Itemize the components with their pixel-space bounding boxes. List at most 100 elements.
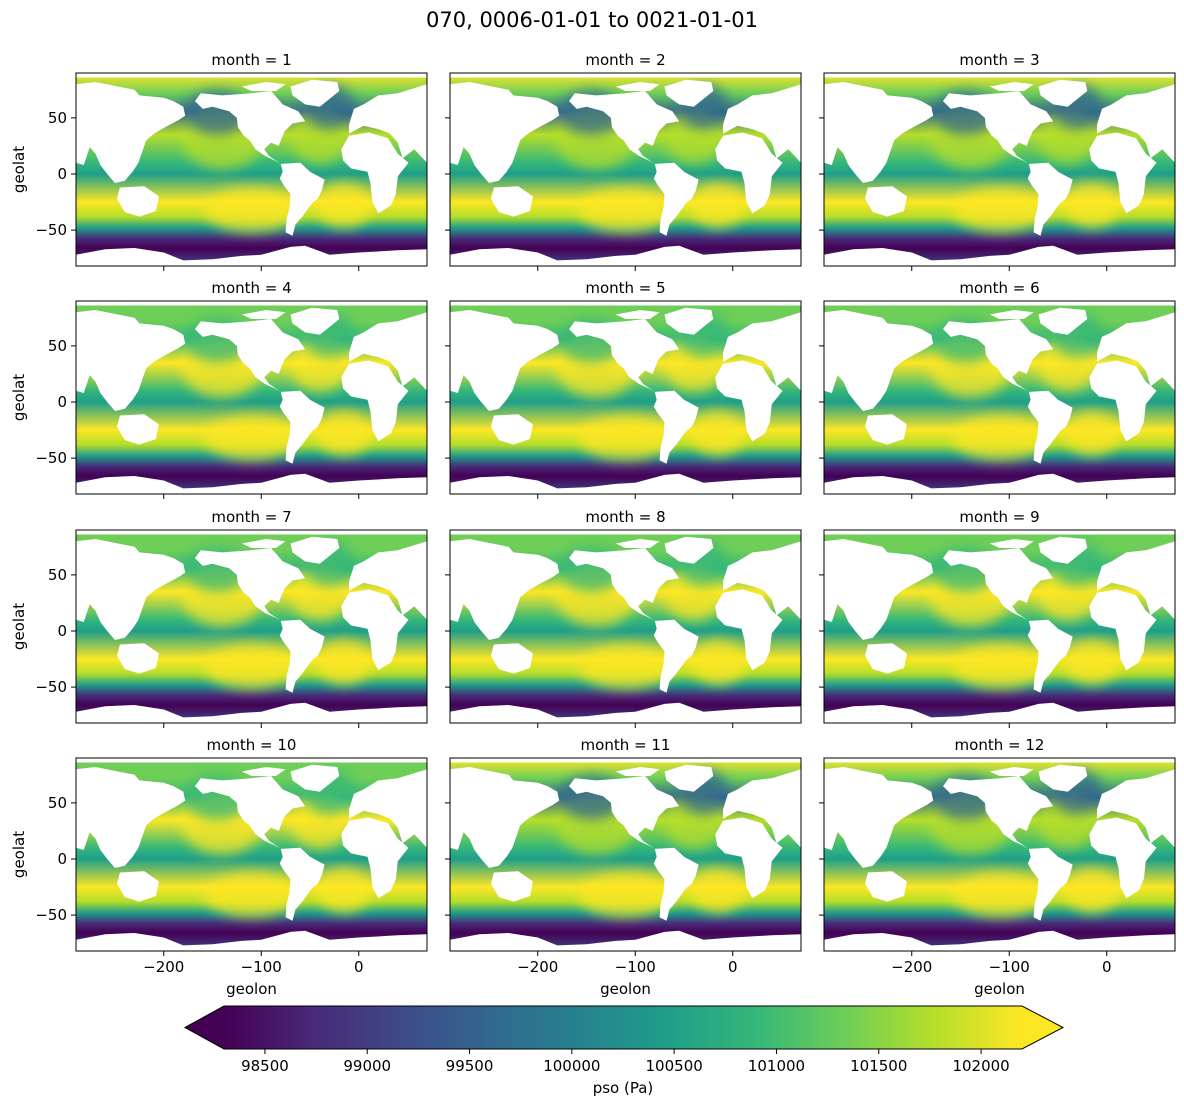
x-tick-label: −100 xyxy=(989,958,1030,976)
land-greenland xyxy=(290,307,340,335)
panel-frame xyxy=(449,72,802,267)
panel-title: month = 2 xyxy=(585,51,665,69)
land-samerica xyxy=(279,390,325,464)
land-greenland xyxy=(290,536,340,564)
x-tick-label: 0 xyxy=(1102,958,1112,976)
land-antarctica xyxy=(450,245,801,266)
land-namerica xyxy=(194,319,306,392)
pressure-cell xyxy=(204,187,299,233)
pressure-field xyxy=(824,758,1175,951)
figure-title: 070, 0006-01-01 to 0021-01-01 xyxy=(426,8,758,32)
land-eurasia xyxy=(450,767,560,868)
pressure-cell xyxy=(316,411,372,456)
land-africa xyxy=(715,132,783,214)
pressure-cell xyxy=(204,872,299,918)
pressure-cell xyxy=(316,640,372,685)
pressure-cell xyxy=(578,415,673,461)
land-greenland xyxy=(290,79,340,107)
colorbar-tick-label: 101000 xyxy=(748,1057,805,1075)
panel-month-6: month = 6 xyxy=(819,279,1176,499)
land-arctic_a xyxy=(241,82,286,91)
land-africa xyxy=(715,360,783,442)
land-antarctica xyxy=(824,702,1175,723)
land-australia xyxy=(117,643,159,674)
panel-frame xyxy=(449,757,802,952)
pressure-cell xyxy=(578,872,673,918)
x-axis-label: geolon xyxy=(974,980,1025,998)
colorbar-tick-label: 99500 xyxy=(446,1057,494,1075)
pressure-field xyxy=(76,301,427,494)
land-arctic_b xyxy=(824,530,1175,535)
pressure-field xyxy=(824,530,1175,723)
pressure-cell xyxy=(1064,868,1120,913)
land-africa xyxy=(341,589,409,671)
land-eurasia xyxy=(76,539,186,640)
panel-month-1: month = 1 50 0 −50 geolat xyxy=(10,51,428,271)
y-tick-label: 0 xyxy=(57,622,67,640)
pressure-cell xyxy=(690,868,746,913)
land-africa xyxy=(1089,360,1157,442)
land-australia xyxy=(117,186,159,217)
panel-frame xyxy=(75,72,428,267)
land-namerica xyxy=(943,91,1054,164)
panel-title: month = 8 xyxy=(585,508,665,526)
panel-month-7: month = 7 50 0 −50 geolat xyxy=(10,508,428,728)
land-arctic_b xyxy=(824,73,1175,78)
panel-title: month = 10 xyxy=(207,736,297,754)
pressure-cell xyxy=(204,415,299,461)
pressure-cell xyxy=(690,411,746,456)
pressure-cell xyxy=(1064,640,1120,685)
y-axis-label: geolat xyxy=(10,374,28,421)
land-australia xyxy=(117,414,159,445)
land-australia xyxy=(865,871,907,902)
panel-frame xyxy=(75,757,428,952)
pressure-field xyxy=(450,73,801,266)
pressure-field xyxy=(450,530,801,723)
land-namerica xyxy=(943,776,1054,849)
x-tick-label: 0 xyxy=(728,958,738,976)
pressure-cell xyxy=(578,187,673,233)
panel-month-4: month = 4 50 0 −50 geolat xyxy=(10,279,428,499)
land-australia xyxy=(117,871,159,902)
land-eurasia xyxy=(450,310,560,411)
land-arctic_a xyxy=(241,767,286,776)
land-eurasia xyxy=(824,539,934,640)
land-arctic_a xyxy=(615,310,660,319)
land-antarctica xyxy=(824,473,1175,494)
panel-frame xyxy=(449,300,802,495)
land-antarctica xyxy=(450,930,801,951)
land-antarctica xyxy=(76,473,427,494)
colorbar-label: pso (Pa) xyxy=(593,1079,654,1097)
y-axis-label: geolat xyxy=(10,146,28,193)
land-arctic_a xyxy=(241,539,286,548)
panel-title: month = 3 xyxy=(959,51,1039,69)
land-samerica xyxy=(1027,390,1073,464)
land-greenland xyxy=(1038,536,1088,564)
land-eurasia_e xyxy=(723,769,801,848)
panel-month-11: month = 11 −200 −100 0 geolon xyxy=(445,736,802,998)
land-antarctica xyxy=(824,930,1175,951)
y-tick-label: 50 xyxy=(48,109,67,127)
colorbar-outline xyxy=(183,1005,1065,1050)
land-samerica xyxy=(279,847,325,921)
land-eurasia_e xyxy=(349,312,427,391)
land-namerica xyxy=(943,319,1054,392)
panel-title: month = 4 xyxy=(211,279,291,297)
land-samerica xyxy=(653,619,699,693)
x-axis-label: geolon xyxy=(226,980,277,998)
y-tick-label: −50 xyxy=(35,906,67,924)
pressure-field xyxy=(824,73,1175,266)
land-arctic_a xyxy=(241,310,286,319)
panel-month-8: month = 8 xyxy=(445,508,802,728)
panel-title: month = 9 xyxy=(959,508,1039,526)
land-arctic_b xyxy=(824,758,1175,763)
land-eurasia_e xyxy=(349,84,427,163)
land-arctic_a xyxy=(615,82,660,91)
land-arctic_b xyxy=(824,301,1175,306)
land-namerica xyxy=(194,91,306,164)
land-eurasia xyxy=(450,539,560,640)
land-arctic_b xyxy=(450,73,801,78)
colorbar-tick-label: 98500 xyxy=(241,1057,289,1075)
y-tick-label: 50 xyxy=(48,337,67,355)
